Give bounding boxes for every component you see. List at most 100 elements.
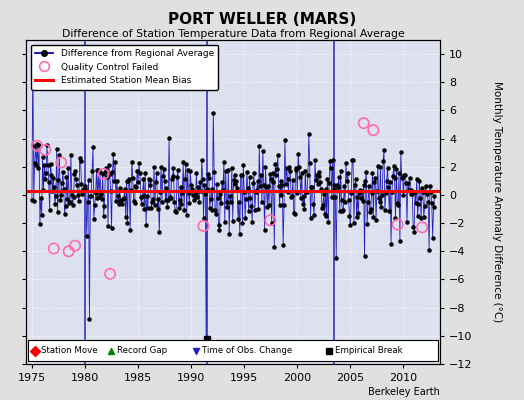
Point [55,152,63,158]
Point [385,208,394,214]
Point [301,168,310,174]
Point [50,184,58,190]
Point [331,194,340,200]
Point [183,167,192,173]
Point [342,160,350,167]
Point [109,151,117,158]
Point [106,271,114,277]
Point [123,220,132,226]
Point [201,190,210,197]
Point [80,186,89,192]
Point [141,170,149,176]
Point [212,211,220,218]
Point [417,215,425,221]
Point [294,150,302,157]
Point [182,211,191,218]
Point [140,206,148,212]
Point [128,159,136,165]
Point [205,205,214,211]
Point [196,188,205,194]
Point [307,184,315,190]
Point [87,192,95,199]
Point [328,194,336,200]
Point [42,170,50,176]
Point [366,208,374,215]
Point [78,191,86,197]
Point [321,186,330,193]
Point [63,196,71,202]
Point [171,208,179,214]
Point [305,160,314,166]
Point [243,169,251,175]
Point [320,190,328,197]
Point [375,195,383,202]
Point [278,182,287,188]
Point [336,168,345,174]
Point [94,167,103,173]
Point [192,170,201,177]
Point [398,173,407,180]
Point [193,194,202,201]
Point [130,200,139,207]
Point [333,182,341,188]
Text: Record Gap: Record Gap [117,346,168,355]
Point [298,170,306,176]
Point [46,207,54,214]
Point [332,255,341,262]
Point [359,182,368,188]
Point [71,168,80,174]
Point [46,160,54,167]
Point [200,182,209,189]
Point [126,227,134,233]
Point [415,177,423,184]
Point [163,204,171,210]
Point [410,228,418,235]
Point [300,206,309,213]
Point [103,174,111,180]
Point [256,182,264,189]
Point [234,216,242,222]
Point [127,186,135,193]
Point [134,179,143,185]
Point [343,177,351,184]
Point [347,190,355,196]
Point [397,148,405,155]
Point [416,195,424,201]
Point [241,214,249,221]
Point [77,158,85,164]
Point [65,200,73,206]
Point [123,178,131,184]
Point [112,198,120,204]
Point [45,179,53,185]
Point [191,188,200,195]
Point [129,198,138,204]
Point [209,110,217,116]
Point [54,176,63,183]
Point [265,202,273,208]
Point [249,180,257,186]
Point [236,231,244,237]
Point [340,183,348,189]
Point [288,193,296,199]
Point [311,157,319,164]
Point [48,187,57,194]
Point [161,197,170,204]
Point [317,186,325,193]
Point [389,173,397,179]
Point [349,157,357,164]
Point [125,176,134,182]
Point [49,175,57,182]
Point [88,168,96,174]
Point [32,142,41,149]
Point [259,181,268,188]
Point [323,176,332,182]
Point [91,202,99,208]
Point [165,135,173,142]
Point [391,215,400,221]
Text: Station Move: Station Move [41,346,97,355]
Point [216,190,225,197]
Point [115,185,124,191]
Point [107,225,116,232]
Point [79,187,88,194]
Point [316,178,324,185]
